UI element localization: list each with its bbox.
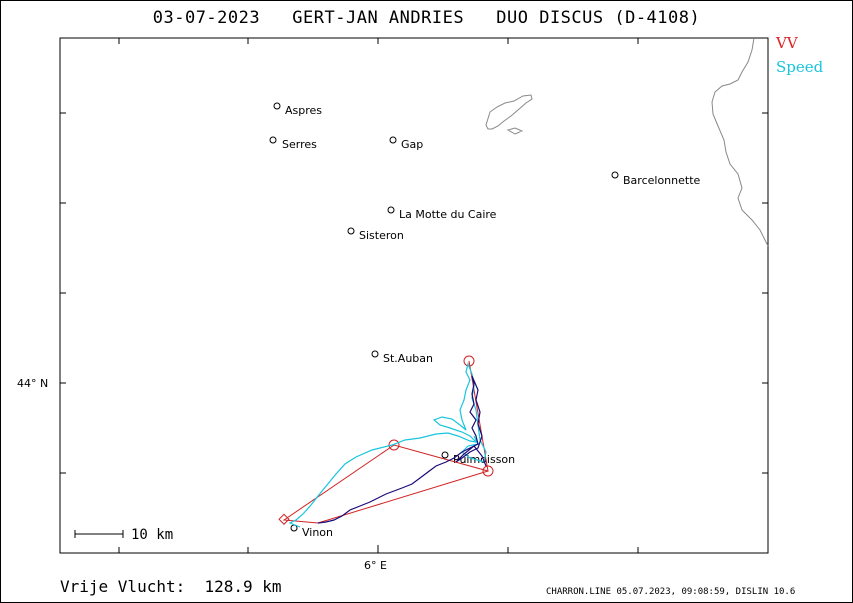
bottom-ticks (118, 545, 639, 553)
border-line (711, 37, 769, 247)
town-markers (269, 102, 619, 532)
town-label-st-auban: St.Auban (383, 352, 433, 365)
serre-poncon-lake (485, 94, 533, 135)
town-label-gap: Gap (401, 138, 423, 151)
town-label-sisteron: Sisteron (359, 229, 404, 242)
legend-speed: Speed (776, 58, 824, 76)
town-label-serres: Serres (282, 138, 317, 151)
distance-label: Vrije Vlucht: 128.9 km (60, 577, 282, 596)
map-area (59, 37, 769, 554)
turnpoint-markers (278, 355, 494, 525)
town-label-vinon: Vinon (302, 526, 333, 539)
flight-track (317, 375, 487, 524)
top-ticks (118, 38, 639, 44)
speed-track (288, 362, 487, 528)
page-title: 03-07-2023 GERT-JAN ANDRIES DUO DISCUS (… (152, 8, 701, 28)
town-label-la-motte: La Motte du Caire (399, 208, 497, 221)
lat-label: 44° N (17, 377, 48, 390)
scale-bar (74, 530, 124, 538)
right-ticks (762, 112, 768, 474)
task-polygon (282, 360, 489, 524)
legend-vv: VV (776, 34, 798, 52)
scale-bar-label: 10 km (131, 527, 173, 543)
lon-label: 6° E (364, 559, 387, 572)
credit-label: CHARRON.LINE 05.07.2023, 09:08:59, DISLI… (546, 587, 796, 597)
town-label-aspres: Aspres (285, 104, 322, 117)
town-label-barcelonnette: Barcelonnette (623, 174, 701, 187)
left-ticks (60, 112, 66, 474)
